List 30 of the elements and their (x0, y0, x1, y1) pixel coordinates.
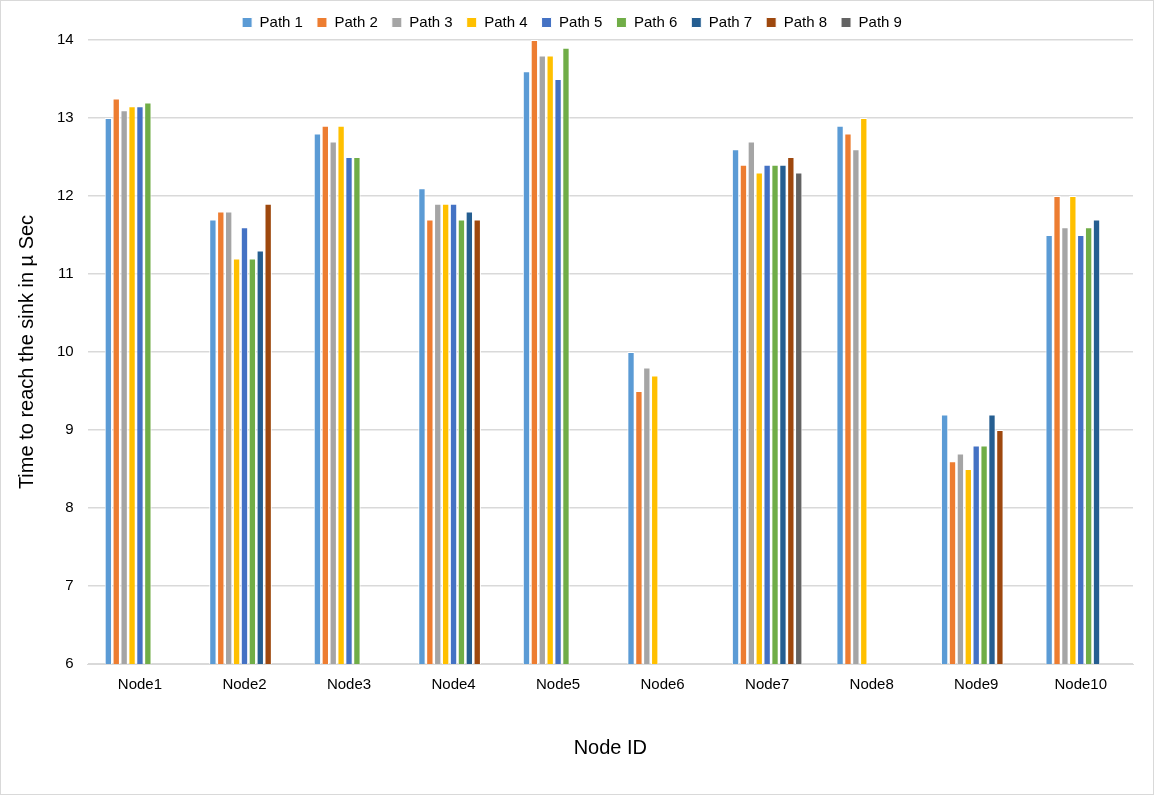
legend-label: Path 2 (334, 12, 378, 30)
x-tick-label: Node6 (640, 675, 685, 693)
y-tick-label: 6 (65, 654, 74, 672)
y-tick-label: 7 (65, 576, 74, 594)
y-axis-title: Time to reach the sink in µ Sec (14, 214, 37, 490)
x-tick-label: Node8 (849, 675, 894, 693)
legend-label: Path 9 (858, 12, 902, 30)
x-axis-title: Node ID (573, 735, 648, 758)
x-tick-label: Node1 (117, 675, 163, 693)
x-tick-label: Node3 (326, 675, 372, 693)
x-tick-label: Node4 (431, 675, 476, 693)
legend-label: Path 3 (409, 12, 453, 30)
y-tick-label: 9 (65, 420, 74, 438)
y-tick-label: 11 (58, 264, 74, 282)
y-tick-label: 13 (57, 108, 74, 126)
legend-label: Path 6 (633, 12, 678, 30)
legend-label: Path 4 (484, 12, 528, 30)
y-tick-label: 10 (57, 342, 74, 360)
y-tick-label: 12 (57, 186, 74, 204)
x-tick-label: Node10 (1054, 675, 1108, 693)
y-tick-label: 8 (65, 498, 74, 516)
x-tick-label: Node7 (745, 675, 790, 693)
x-tick-label: Node5 (535, 675, 581, 693)
legend-label: Path 8 (783, 12, 828, 30)
y-tick-label: 14 (57, 30, 74, 48)
x-tick-label: Node9 (954, 675, 999, 693)
legend-label: Path 5 (559, 12, 603, 30)
legend-label: Path 7 (708, 12, 753, 30)
legend-label: Path 1 (259, 12, 303, 30)
x-tick-label: Node2 (222, 675, 267, 693)
